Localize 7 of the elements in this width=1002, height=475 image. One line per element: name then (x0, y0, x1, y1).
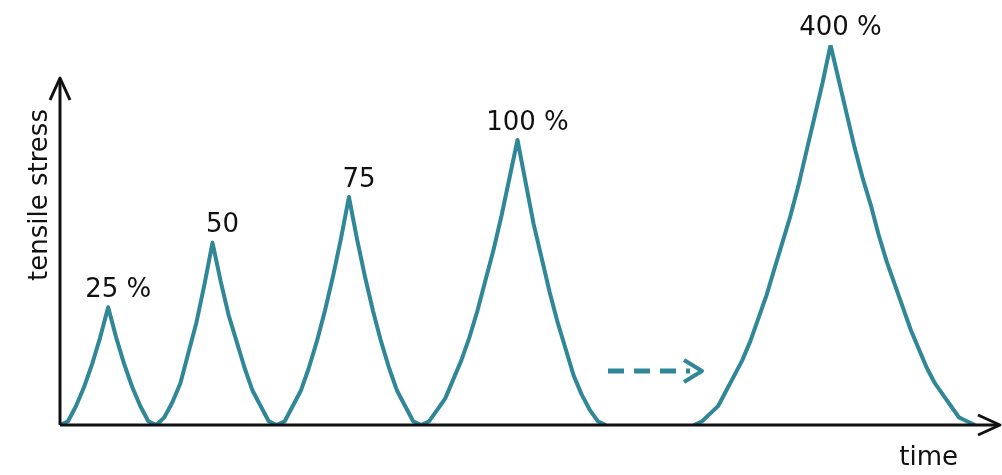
annotation: 100 % (486, 105, 569, 136)
text: 400 % (799, 10, 882, 41)
annotation: 25 % (85, 272, 152, 303)
y-axis-title: tensile stress (23, 109, 53, 281)
x-axis-title: time (899, 441, 958, 471)
annotation: 50 (205, 208, 240, 239)
annotation: 75 (342, 162, 376, 193)
